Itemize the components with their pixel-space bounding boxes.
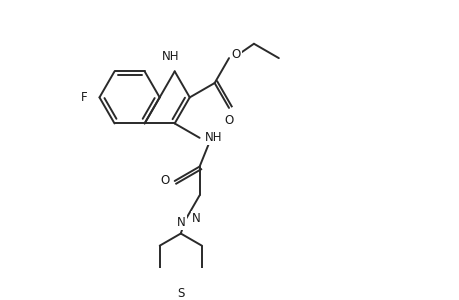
Text: N: N [177, 216, 185, 229]
Text: S: S [177, 286, 184, 300]
Text: O: O [231, 48, 241, 61]
Text: O: O [160, 175, 169, 188]
Text: NH: NH [204, 131, 222, 144]
Text: F: F [80, 91, 87, 104]
Text: O: O [224, 114, 233, 127]
Text: N: N [191, 212, 200, 224]
Text: NH: NH [161, 50, 179, 63]
